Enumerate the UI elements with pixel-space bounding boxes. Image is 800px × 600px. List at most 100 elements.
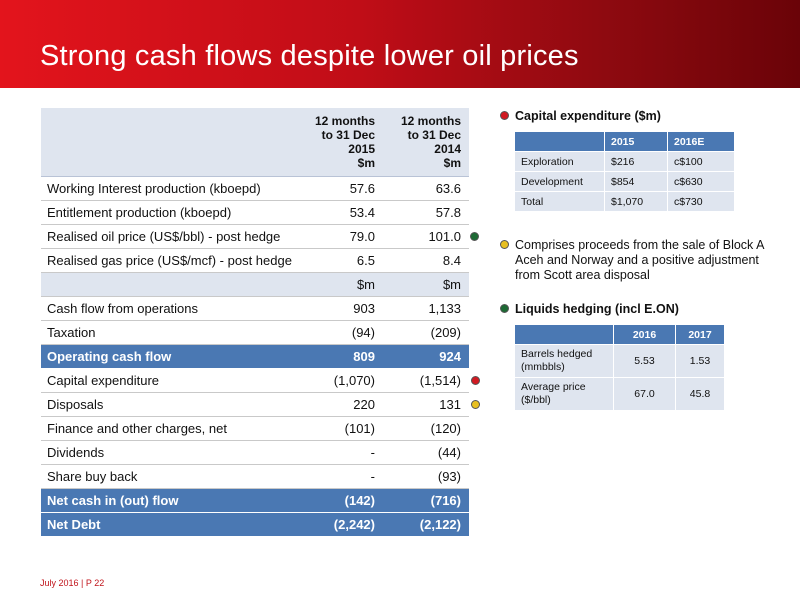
title-banner: Strong cash flows despite lower oil pric… bbox=[0, 0, 800, 88]
table-row: Cash flow from operations 903 1,133 bbox=[41, 296, 469, 321]
row-label: Operating cash flow bbox=[41, 344, 303, 369]
hedging-header-row: 2016 2017 bbox=[514, 324, 725, 345]
yellow-dot-icon bbox=[471, 400, 480, 409]
hedging-row-label: Barrels hedged (mmbbls) bbox=[514, 344, 614, 378]
value-2015: 79.0 bbox=[303, 224, 381, 249]
row-label: Disposals bbox=[41, 392, 303, 417]
value-2014: (716) bbox=[381, 488, 469, 513]
capex-header-row: 2015 2016E bbox=[514, 131, 735, 152]
value-2014: (1,514) bbox=[381, 368, 469, 393]
table-row: Realised oil price (US$/bbl) - post hedg… bbox=[41, 224, 469, 249]
value-2014: (209) bbox=[381, 320, 469, 345]
row-label: Share buy back bbox=[41, 464, 303, 489]
capex-col-2016e: 2016E bbox=[667, 131, 735, 152]
unit-2015: $m bbox=[303, 272, 381, 297]
table-row: Total $1,070 c$730 bbox=[514, 191, 735, 212]
capex-table: 2015 2016E Exploration $216 c$100 Develo… bbox=[514, 131, 735, 212]
table-row: Working Interest production (kboepd) 57.… bbox=[41, 176, 469, 201]
hedging-col-blank bbox=[514, 324, 614, 345]
value-2015: - bbox=[303, 440, 381, 465]
capex-value-2015: $854 bbox=[604, 171, 668, 192]
capex-row-label: Total bbox=[514, 191, 605, 212]
highlight-row-net-debt: Net Debt (2,242) (2,122) bbox=[41, 512, 469, 537]
value-2015: 809 bbox=[303, 344, 381, 369]
hedging-value-2016: 67.0 bbox=[613, 377, 676, 411]
cash-flow-table: 12 months to 31 Dec 2015 $m 12 months to 31 … bbox=[41, 108, 469, 537]
value-2015: 220 bbox=[303, 392, 381, 417]
value-2014: 63.6 bbox=[381, 176, 469, 201]
green-dot-icon bbox=[500, 304, 509, 313]
yellow-dot-icon bbox=[500, 240, 509, 249]
row-label: Net cash in (out) flow bbox=[41, 488, 303, 513]
page-title: Strong cash flows despite lower oil pric… bbox=[40, 40, 579, 72]
value-2014: 57.8 bbox=[381, 200, 469, 225]
table-row: Average price ($/bbl) 67.0 45.8 bbox=[514, 377, 725, 411]
value-2015: (101) bbox=[303, 416, 381, 441]
value-2014: 924 bbox=[381, 344, 469, 369]
capex-row-label: Exploration bbox=[514, 151, 605, 172]
hedging-row-label: Average price ($/bbl) bbox=[514, 377, 614, 411]
table-row: Disposals 220 131 bbox=[41, 392, 469, 417]
disposals-note: Comprises proceeds from the sale of Bloc… bbox=[515, 238, 764, 282]
value-2015: 903 bbox=[303, 296, 381, 321]
capex-value-2016e: c$730 bbox=[667, 191, 735, 212]
table-row: Finance and other charges, net (101) (12… bbox=[41, 416, 469, 441]
hedging-value-2017: 1.53 bbox=[675, 344, 725, 378]
table-row: Barrels hedged (mmbbls) 5.53 1.53 bbox=[514, 344, 725, 378]
hedging-col-2017: 2017 bbox=[675, 324, 725, 345]
value-2014: (93) bbox=[381, 464, 469, 489]
row-label: Capital expenditure bbox=[41, 368, 303, 393]
footer-page-label: July 2016 | P 22 bbox=[40, 578, 105, 588]
value-2015: (94) bbox=[303, 320, 381, 345]
red-dot-icon bbox=[500, 111, 509, 120]
unit-2014: $m bbox=[381, 272, 469, 297]
value-2014: 101.0 bbox=[381, 224, 469, 249]
hedging-value-2017: 45.8 bbox=[675, 377, 725, 411]
row-label bbox=[41, 272, 303, 297]
value-2015: - bbox=[303, 464, 381, 489]
table-row: Taxation (94) (209) bbox=[41, 320, 469, 345]
header-label bbox=[41, 108, 303, 177]
value-2014: (2,122) bbox=[381, 512, 469, 537]
row-label: Taxation bbox=[41, 320, 303, 345]
hedging-table: 2016 2017 Barrels hedged (mmbbls) 5.53 1… bbox=[514, 324, 725, 411]
value-2014: 8.4 bbox=[381, 248, 469, 273]
highlight-row-operating-cash-flow: Operating cash flow 809 924 bbox=[41, 344, 469, 369]
value-2015: (1,070) bbox=[303, 368, 381, 393]
row-label: Realised gas price (US$/mcf) - post hedg… bbox=[41, 248, 303, 273]
value-2015: (2,242) bbox=[303, 512, 381, 537]
table-row: Realised gas price (US$/mcf) - post hedg… bbox=[41, 248, 469, 273]
row-label: Net Debt bbox=[41, 512, 303, 537]
header-col-2015: 12 months to 31 Dec 2015 $m bbox=[303, 108, 381, 177]
row-label: Working Interest production (kboepd) bbox=[41, 176, 303, 201]
value-2014: 1,133 bbox=[381, 296, 469, 321]
capex-value-2016e: c$100 bbox=[667, 151, 735, 172]
row-label: Entitlement production (kboepd) bbox=[41, 200, 303, 225]
capex-heading: Capital expenditure ($m) bbox=[515, 109, 661, 123]
table-row: Entitlement production (kboepd) 53.4 57.… bbox=[41, 200, 469, 225]
hedging-col-2016: 2016 bbox=[613, 324, 676, 345]
header-col-2014: 12 months to 31 Dec 2014 $m bbox=[381, 108, 469, 177]
red-dot-icon bbox=[471, 376, 480, 385]
value-2014: (44) bbox=[381, 440, 469, 465]
value-2014: 131 bbox=[381, 392, 469, 417]
value-2015: 6.5 bbox=[303, 248, 381, 273]
row-label: Cash flow from operations bbox=[41, 296, 303, 321]
value-2015: (142) bbox=[303, 488, 381, 513]
row-label: Finance and other charges, net bbox=[41, 416, 303, 441]
capex-value-2016e: c$630 bbox=[667, 171, 735, 192]
green-dot-icon bbox=[470, 232, 479, 241]
table-row: Share buy back - (93) bbox=[41, 464, 469, 489]
table-row: Capital expenditure (1,070) (1,514) bbox=[41, 368, 469, 393]
value-2015: 57.6 bbox=[303, 176, 381, 201]
table-header-row: 12 months to 31 Dec 2015 $m 12 months to 31 … bbox=[41, 108, 469, 177]
capex-col-blank bbox=[514, 131, 605, 152]
units-row: $m $m bbox=[41, 272, 469, 297]
hedging-heading: Liquids hedging (incl E.ON) bbox=[515, 302, 679, 316]
capex-row-label: Development bbox=[514, 171, 605, 192]
hedging-value-2016: 5.53 bbox=[613, 344, 676, 378]
highlight-row-net-cash-flow: Net cash in (out) flow (142) (716) bbox=[41, 488, 469, 513]
row-label: Realised oil price (US$/bbl) - post hedg… bbox=[41, 224, 303, 249]
row-label: Dividends bbox=[41, 440, 303, 465]
capex-value-2015: $1,070 bbox=[604, 191, 668, 212]
